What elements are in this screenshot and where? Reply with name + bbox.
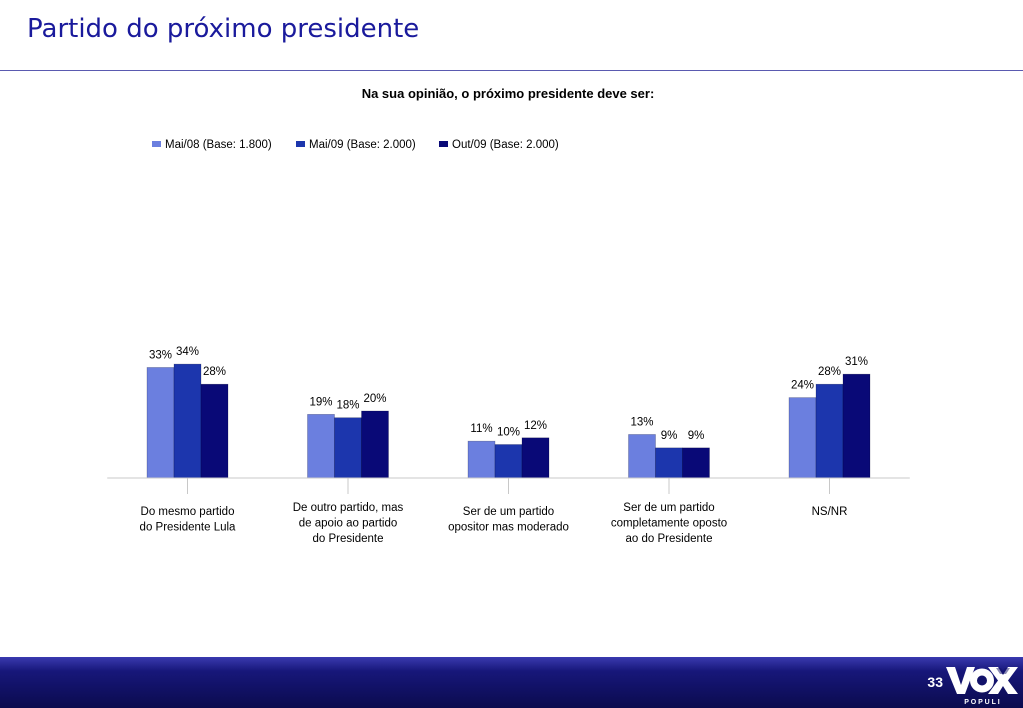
data-label: 20% — [363, 393, 386, 405]
data-label: 28% — [818, 366, 841, 378]
bar — [842, 373, 871, 479]
data-label: 10% — [497, 427, 520, 439]
bar — [628, 434, 656, 479]
data-labels: 33% 34% 28% 19% 18% 20% 11% 10% 12% 13% 9% 9% 24% 28%… — [149, 346, 868, 442]
legend-swatch-3 — [439, 141, 448, 147]
bar — [307, 414, 335, 479]
bar — [467, 440, 496, 479]
bar — [682, 447, 710, 479]
legend-label-1: Mai/08 (Base: 1.800) — [165, 139, 272, 151]
legend-label-3: Out/09 (Base: 2.000) — [452, 139, 559, 151]
category-label: NS/NR — [812, 506, 848, 518]
legend-swatch-1 — [152, 141, 161, 147]
bar — [200, 383, 229, 479]
chart-legend: Mai/08 (Base: 1.800) Mai/09 (Base: 2.000)… — [152, 139, 559, 151]
bar — [494, 444, 523, 479]
bar — [521, 437, 550, 479]
data-label: 28% — [203, 366, 226, 378]
x-axis: Do mesmo partido do Presidente Lula De out… — [107, 477, 910, 545]
bar-group — [146, 363, 871, 479]
data-label: 9% — [688, 430, 705, 442]
title-divider — [0, 70, 1023, 71]
data-label: 12% — [524, 420, 547, 432]
slide-title: Partido do próximo presidente — [27, 14, 420, 44]
bar — [173, 363, 202, 479]
bar — [334, 417, 362, 479]
bar — [655, 447, 683, 479]
page-number: 33 — [927, 674, 943, 690]
bar — [788, 397, 817, 479]
chart-title: Na sua opinião, o próximo presidente dev… — [362, 86, 655, 101]
data-label: 24% — [791, 380, 814, 392]
category-label: Ser de um partido opositor mas moderado — [448, 506, 569, 534]
data-label: 31% — [845, 356, 868, 368]
data-label: 33% — [149, 349, 172, 361]
data-label: 9% — [661, 430, 678, 442]
vox-populi-logo: P O P U L I — [946, 667, 1018, 706]
logo-subtext: P O P U L I — [964, 699, 999, 706]
legend-swatch-2 — [296, 141, 305, 147]
bar-chart: Na sua opinião, o próximo presidente dev… — [107, 86, 910, 545]
bar — [146, 367, 175, 479]
category-label: Ser de um partido completamente oposto ao … — [611, 502, 727, 545]
footer-band: 33 P O P U L I — [0, 657, 1023, 708]
data-label: 19% — [309, 396, 332, 408]
data-label: 13% — [630, 416, 653, 428]
data-label: 34% — [176, 346, 199, 358]
bar — [361, 410, 389, 479]
category-label: De outro partido, mas de apoio ao partido… — [293, 502, 404, 545]
category-label: Do mesmo partido do Presidente Lula — [140, 506, 237, 534]
legend-label-2: Mai/09 (Base: 2.000) — [309, 139, 416, 151]
data-label: 18% — [336, 400, 359, 412]
bar — [815, 383, 844, 479]
data-label: 11% — [470, 423, 492, 435]
